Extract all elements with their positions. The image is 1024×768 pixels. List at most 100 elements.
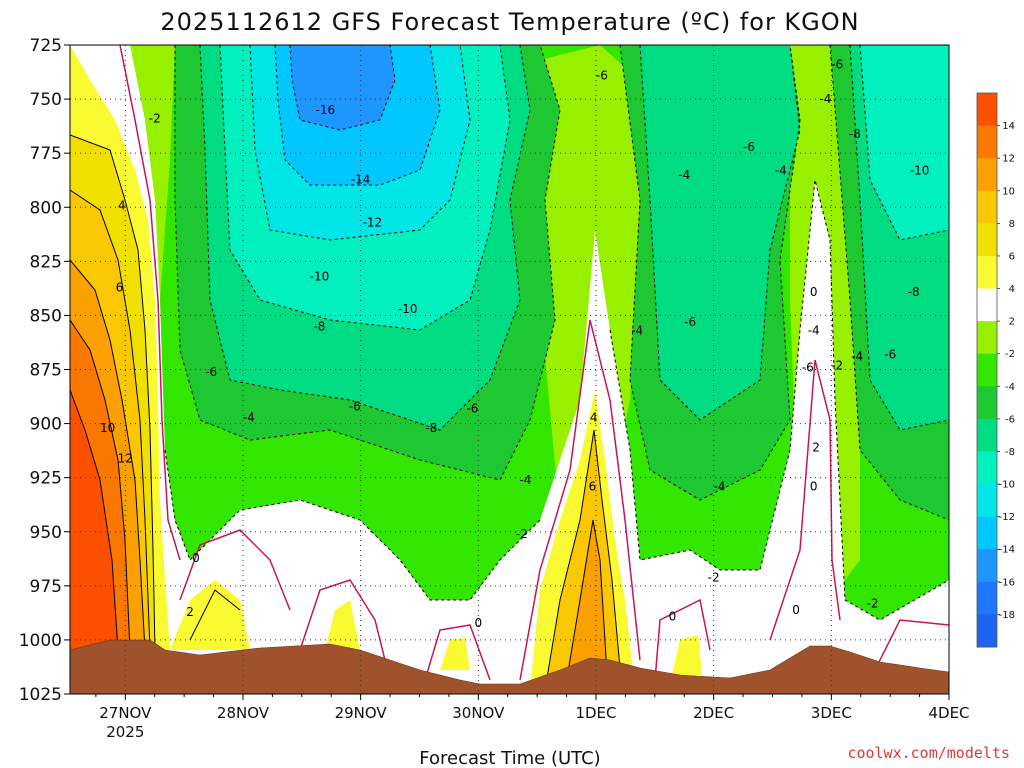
band-zero-white <box>70 45 949 694</box>
patch-yellow-2dec <box>672 635 702 675</box>
contour-label: -10 <box>310 270 330 284</box>
contour-label: -4 <box>819 92 831 106</box>
x-tick-sublabel: 2025 <box>106 723 144 741</box>
colorbar-swatch <box>977 581 997 615</box>
y-tick-label: 725 <box>30 36 62 56</box>
colorbar-swatch <box>977 255 997 290</box>
contour-label: 4 <box>118 198 126 212</box>
contour-label: -2 <box>149 112 161 126</box>
contour-label: -2 <box>516 527 528 541</box>
contour-label: -8 <box>908 285 920 299</box>
colorbar-label: -18 <box>999 610 1015 621</box>
y-tick-label: 825 <box>30 252 62 272</box>
patch-yellow-28nov <box>170 580 250 650</box>
band-minus16 <box>290 45 395 130</box>
y-tick-label: 775 <box>30 144 62 164</box>
contour-label: 0 <box>792 603 800 617</box>
colorbar-label: -6 <box>1005 414 1015 425</box>
contour-label: -6 <box>802 361 814 375</box>
x-tick-label: 28NOV <box>217 704 270 722</box>
colorbar-label: 8 <box>1009 219 1015 230</box>
contour-label: -4 <box>631 324 643 338</box>
positive-contours <box>70 134 623 691</box>
colorbar-label: 10 <box>1002 186 1015 197</box>
y-tick-label: 1025 <box>19 685 62 705</box>
colorbar-swatch <box>977 353 997 387</box>
contour-label: -10 <box>910 164 930 178</box>
colorbar-label: -12 <box>999 512 1015 523</box>
contour-label: -6 <box>596 68 608 82</box>
zero-contours <box>119 45 949 681</box>
contour-label: 12 <box>118 451 133 465</box>
contour-label: -12 <box>363 216 383 230</box>
colorbar-label: -14 <box>999 545 1015 556</box>
contour-label: 4 <box>590 410 598 424</box>
contour-label: -8 <box>313 319 325 333</box>
patch-yellow-29nov <box>325 600 360 650</box>
credit-text: coolwx.com/modelts <box>847 744 1010 762</box>
contour-label: 6 <box>116 280 124 294</box>
colorbar-label: -4 <box>1005 382 1015 393</box>
contour-label: -8 <box>425 421 437 435</box>
colorbar-swatch <box>977 190 997 224</box>
contour-label: -16 <box>316 103 336 117</box>
colorbar: 14 12 10 8 6 4 2 -2 -4 -6 -8 -10 -12 -14 -16 -18 <box>976 92 1015 648</box>
x-axis-label: Forecast Time (UTC) <box>419 748 600 768</box>
colorbar-swatch <box>977 614 997 648</box>
y-axis: 725 750 775 800 825 850 875 900 925 950 975 1000 102… <box>19 36 70 705</box>
chart-title: 2025112612 GFS Forecast Temperature (ºC)… <box>160 8 859 36</box>
colorbar-frame <box>976 92 998 648</box>
colorbar-swatch <box>977 549 997 583</box>
y-tick-label: 975 <box>30 577 62 597</box>
y-tick-label: 875 <box>30 361 62 381</box>
colorbar-swatch <box>977 386 997 420</box>
colorbar-label: -16 <box>999 577 1015 588</box>
patch-yellow-30nov <box>440 638 470 670</box>
band-plus6-dec1 <box>565 520 608 690</box>
y-tick-label: 800 <box>30 198 62 218</box>
contour-label: 0 <box>810 285 818 299</box>
colorbar-label: -8 <box>1005 447 1015 458</box>
x-tick-label: 2DEC <box>693 704 734 722</box>
colorbar-label: 6 <box>1009 251 1015 262</box>
contour-label: 6 <box>589 479 597 493</box>
contour-label: -4 <box>808 324 820 338</box>
contour-label: -14 <box>351 172 371 186</box>
y-tick-label: 850 <box>30 306 62 326</box>
contour-label: -4 <box>519 473 531 487</box>
colorbar-label: 14 <box>1002 121 1015 132</box>
colorbar-label: 2 <box>1009 317 1015 328</box>
colorbar-swatch <box>977 223 997 257</box>
colorbar-swatch <box>977 93 997 127</box>
contour-label: -6 <box>349 399 361 413</box>
colorbar-swatch <box>977 321 997 355</box>
contour-label: -4 <box>775 164 787 178</box>
y-tick-label: 950 <box>30 523 62 543</box>
contour-label: -6 <box>743 140 755 154</box>
contour-label: -2 <box>867 596 879 610</box>
colorbar-label: 12 <box>1002 154 1015 165</box>
x-tick-label: 3DEC <box>811 704 852 722</box>
contour-labels: -16 -14 -12 -10 -10 -8 -8 -6 -6 -6 -4 -4 -2 -2 4 6 10 12 0… <box>100 58 930 630</box>
negative-contours <box>164 45 949 621</box>
contour-label: 0 <box>810 479 818 493</box>
contour-label: -4 <box>243 410 255 424</box>
contour-label: -4 <box>851 350 863 364</box>
temperature-field <box>70 45 949 694</box>
colorbar-swatch <box>977 288 997 322</box>
contour-label: 2 <box>186 605 194 619</box>
colorbar-swatch <box>977 451 997 485</box>
terrain <box>70 639 949 694</box>
contour-label: -4 <box>678 168 690 182</box>
colorbar-swatch <box>977 484 997 518</box>
contour-label: 2 <box>812 441 820 455</box>
contour-label: 0 <box>474 616 482 630</box>
contour-label: 0 <box>192 551 200 565</box>
y-tick-label: 900 <box>30 415 62 435</box>
contour-label: -6 <box>831 58 843 72</box>
x-tick-label: 29NOV <box>335 704 388 722</box>
contour-label: -6 <box>466 402 478 416</box>
colorbar-swatch <box>977 516 997 550</box>
contour-label: -2 <box>831 358 843 372</box>
